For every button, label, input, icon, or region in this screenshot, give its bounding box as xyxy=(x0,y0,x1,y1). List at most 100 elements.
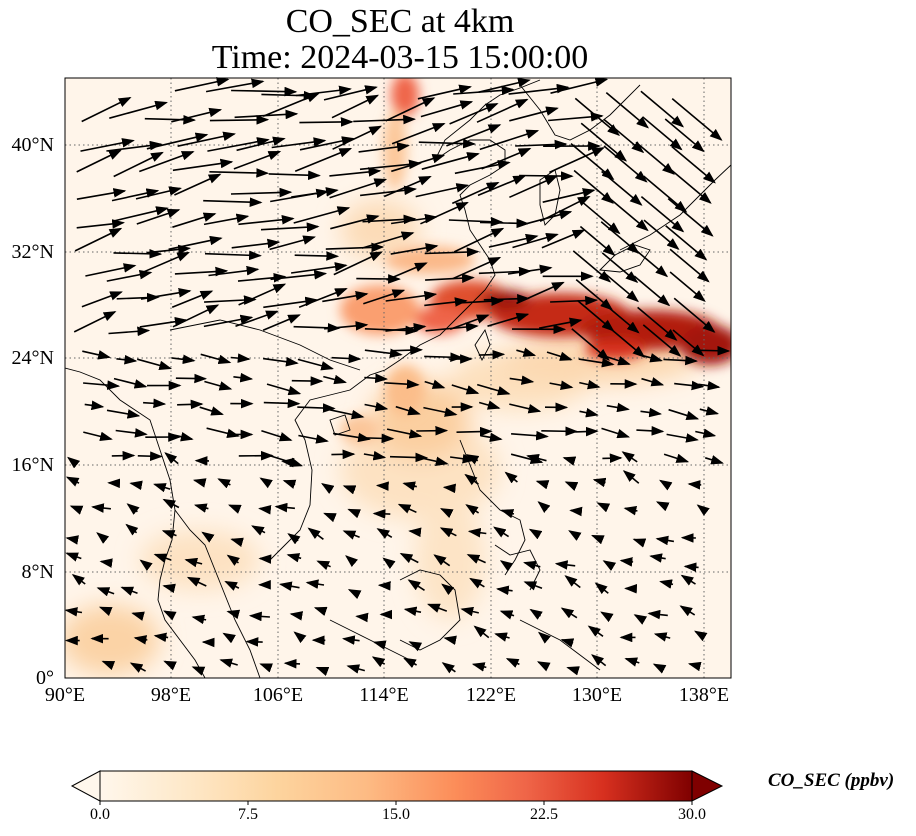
wind-arrow xyxy=(324,321,369,331)
wind-arrow xyxy=(636,426,665,436)
wind-arrow xyxy=(293,206,351,224)
wind-arrow xyxy=(361,433,395,444)
wind-arrow xyxy=(665,225,708,261)
wind-arrow xyxy=(96,587,115,597)
wind-arrow xyxy=(74,227,123,252)
wind-arrow xyxy=(696,504,710,516)
wind-arrow xyxy=(192,478,207,488)
wind-arrow xyxy=(477,175,526,197)
wind-arrow xyxy=(601,170,643,206)
wind-arrow xyxy=(204,295,257,305)
wind-arrow xyxy=(226,554,240,566)
wind-arrow xyxy=(297,403,336,413)
wind-arrow xyxy=(228,504,242,514)
wind-arrow xyxy=(299,117,354,127)
colorbar-gradient xyxy=(99,770,693,802)
wind-arrow xyxy=(669,248,710,283)
wind-arrow xyxy=(191,614,207,625)
wind-arrow xyxy=(376,528,393,539)
wind-arrow xyxy=(69,505,84,515)
wind-arrow xyxy=(505,658,520,668)
wind-arrow xyxy=(659,579,674,589)
colorbar-tick-label: 0.0 xyxy=(90,806,110,823)
wind-arrow xyxy=(449,314,490,330)
wind-arrow xyxy=(695,345,731,356)
wind-arrow xyxy=(258,504,272,515)
wind-arrow xyxy=(601,252,639,284)
wind-arrow xyxy=(499,560,514,572)
wind-arrow xyxy=(298,287,348,309)
wind-arrow xyxy=(233,372,254,383)
wind-arrow xyxy=(65,535,79,545)
wind-arrow xyxy=(106,269,153,282)
wind-arrow xyxy=(390,213,438,225)
wind-arrow xyxy=(642,324,682,357)
wind-arrow xyxy=(602,560,617,571)
wind-arrow xyxy=(609,197,649,232)
wind-arrow xyxy=(171,354,196,365)
wind-arrow xyxy=(172,212,217,228)
wind-arrow xyxy=(297,358,334,371)
wind-arrow xyxy=(493,526,510,538)
wind-arrow xyxy=(465,454,480,465)
wind-arrow xyxy=(699,406,720,416)
wind-arrow xyxy=(417,84,472,100)
wind-arrow xyxy=(298,434,329,444)
wind-arrow xyxy=(251,525,266,536)
wind-arrow xyxy=(542,188,596,203)
wind-arrow xyxy=(262,314,301,331)
wind-arrow xyxy=(315,666,330,677)
wind-arrow xyxy=(605,91,650,129)
wind-arrow xyxy=(230,187,293,198)
wind-arrow xyxy=(85,263,137,277)
wind-arrow xyxy=(571,328,610,361)
wind-arrow xyxy=(570,142,615,181)
wind-arrow xyxy=(526,454,547,464)
wind-arrow xyxy=(126,503,140,515)
wind-arrow xyxy=(203,314,254,328)
wind-arrow xyxy=(163,660,177,671)
wind-arrow xyxy=(600,611,614,623)
wind-arrow xyxy=(655,535,675,546)
map-title: CO_SEC at 4km xyxy=(285,3,515,40)
wind-arrow xyxy=(204,380,233,391)
wind-arrow xyxy=(554,560,576,570)
wind-arrow xyxy=(204,250,262,261)
wind-arrow xyxy=(541,426,579,437)
wind-arrow xyxy=(580,200,621,235)
wind-arrow xyxy=(208,265,260,277)
wind-arrow xyxy=(403,657,417,669)
wind-arrow xyxy=(120,586,138,596)
wind-arrow xyxy=(539,195,591,223)
wind-arrow xyxy=(346,664,366,674)
wind-arrow xyxy=(637,306,678,341)
wind-arrow xyxy=(230,537,244,547)
wind-arrow xyxy=(106,409,141,419)
wind-arrow xyxy=(80,138,135,152)
wind-arrow xyxy=(231,238,281,249)
wind-arrow xyxy=(171,290,214,308)
wind-arrow xyxy=(345,555,358,567)
wind-arrow xyxy=(83,431,113,442)
wind-arrow xyxy=(424,297,468,307)
wind-arrow xyxy=(140,288,192,300)
wind-arrow xyxy=(663,355,698,366)
wind-arrow xyxy=(332,125,383,150)
y-tick-label: 40°N xyxy=(11,134,54,156)
wind-arrow xyxy=(672,329,705,357)
wind-arrow xyxy=(238,283,287,306)
wind-arrow xyxy=(268,170,321,181)
wind-arrow xyxy=(235,310,279,328)
colorbar-extend-min xyxy=(70,770,101,802)
wind-arrow xyxy=(683,562,699,573)
wind-arrow xyxy=(391,345,423,355)
wind-arrow xyxy=(184,557,203,568)
wind-arrow xyxy=(421,152,480,170)
wind-arrow xyxy=(111,188,160,202)
wind-arrow xyxy=(83,380,121,390)
wind-arrow xyxy=(640,90,685,128)
wind-arrow xyxy=(171,107,223,123)
colorbar-label: CO_SEC (ppbv) xyxy=(768,770,895,791)
wind-arrow xyxy=(362,214,417,225)
wind-arrow xyxy=(76,188,127,200)
